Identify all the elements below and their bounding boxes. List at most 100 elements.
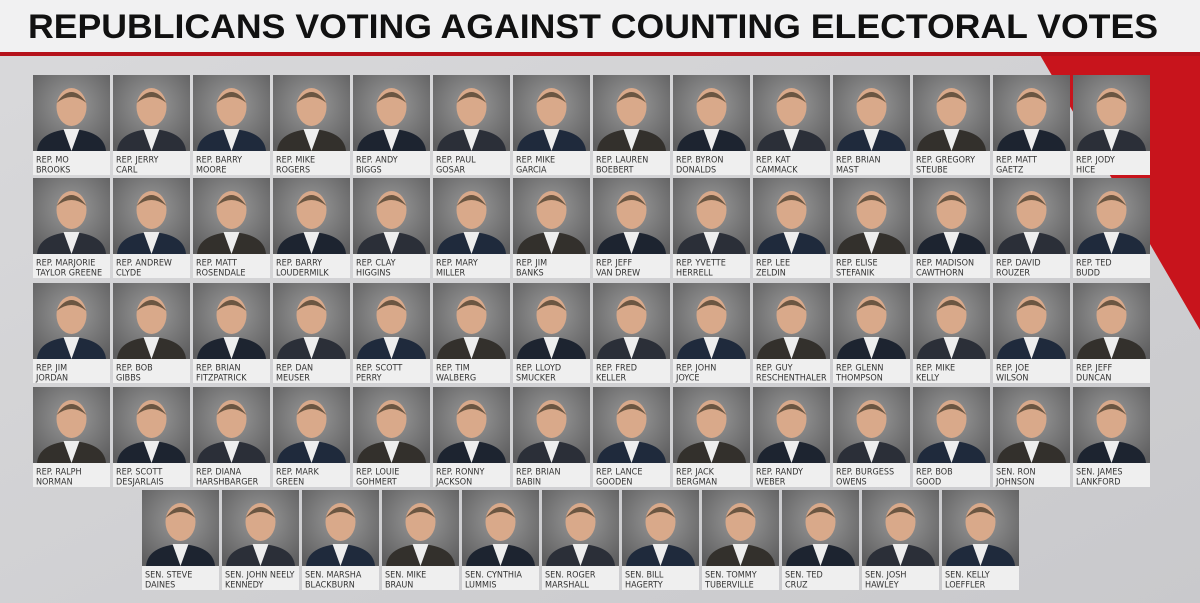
name-line: REP. BARRY [276, 259, 322, 269]
name-line: GARCIA [516, 166, 547, 176]
name-line: JACKSON [435, 478, 472, 488]
hair [616, 300, 647, 311]
name-plate [673, 254, 750, 278]
name-plate [353, 359, 430, 383]
title-rule [0, 52, 1200, 56]
name-line: HAWLEY [865, 581, 899, 591]
hair [856, 300, 887, 311]
hair [136, 195, 167, 206]
hair [696, 300, 727, 311]
hair [856, 195, 887, 206]
name-line: REP. YVETTE [676, 259, 726, 269]
collar [383, 337, 400, 359]
hair [136, 92, 167, 103]
hair [536, 92, 567, 103]
name-line: KELLER [596, 374, 627, 384]
name-line: SEN. ROGER [545, 571, 596, 581]
name-plate [353, 151, 430, 175]
name-line: REP. RANDY [756, 468, 803, 478]
collar [223, 232, 240, 254]
name-line: REP. BRIAN [516, 468, 561, 478]
collar [943, 337, 960, 359]
name-line: GREEN [276, 478, 304, 488]
name-line: KENNEDY [225, 581, 263, 591]
name-plate [913, 463, 990, 487]
name-line: REP. ELISE [836, 259, 878, 269]
name-line: CAMMACK [756, 166, 798, 176]
name-line: REP. JIM [516, 259, 547, 269]
name-plate [142, 566, 219, 590]
collar [1023, 129, 1040, 151]
hair [696, 195, 727, 206]
name-line: CLYDE [116, 269, 141, 279]
name-line: REP. LAUREN [596, 156, 648, 166]
hair [776, 300, 807, 311]
name-plate [353, 463, 430, 487]
collar [732, 544, 749, 566]
name-line: LOUDERMILK [276, 269, 329, 279]
name-plate [33, 151, 110, 175]
collar [383, 232, 400, 254]
collar [63, 129, 80, 151]
hair [325, 507, 356, 518]
name-line: WILSON [996, 374, 1028, 384]
name-line: REP. BURGESS [836, 468, 894, 478]
name-plate [673, 151, 750, 175]
collar [383, 441, 400, 463]
name-plate [113, 463, 190, 487]
name-line: SEN. MIKE [385, 571, 426, 581]
hair [1096, 92, 1127, 103]
name-plate [593, 151, 670, 175]
name-line: REP. TIM [436, 364, 470, 374]
name-line: BOEBERT [596, 166, 634, 176]
name-line: JOYCE [675, 374, 700, 384]
name-line: RESCHENTHALER [756, 374, 827, 384]
collar [63, 337, 80, 359]
collar [972, 544, 989, 566]
name-line: GOOD [916, 478, 941, 488]
name-plate [382, 566, 459, 590]
hair [165, 507, 196, 518]
hair [696, 92, 727, 103]
name-line: REP. DAVID [996, 259, 1041, 269]
collar [63, 441, 80, 463]
hair [56, 92, 87, 103]
collar [943, 129, 960, 151]
name-plate [273, 151, 350, 175]
hair [1016, 195, 1047, 206]
collar [143, 129, 160, 151]
hair [405, 507, 436, 518]
name-plate [1073, 359, 1150, 383]
name-plate [433, 359, 510, 383]
hair [296, 404, 327, 415]
hair [645, 507, 676, 518]
name-line: REP. MATT [196, 259, 237, 269]
hair [56, 300, 87, 311]
collar [783, 337, 800, 359]
collar [223, 129, 240, 151]
name-plate [433, 463, 510, 487]
collar [703, 441, 720, 463]
name-line: WALBERG [436, 374, 476, 384]
collar [863, 441, 880, 463]
name-line: REP. MATT [996, 156, 1037, 166]
name-line: REP. MADISON [916, 259, 974, 269]
